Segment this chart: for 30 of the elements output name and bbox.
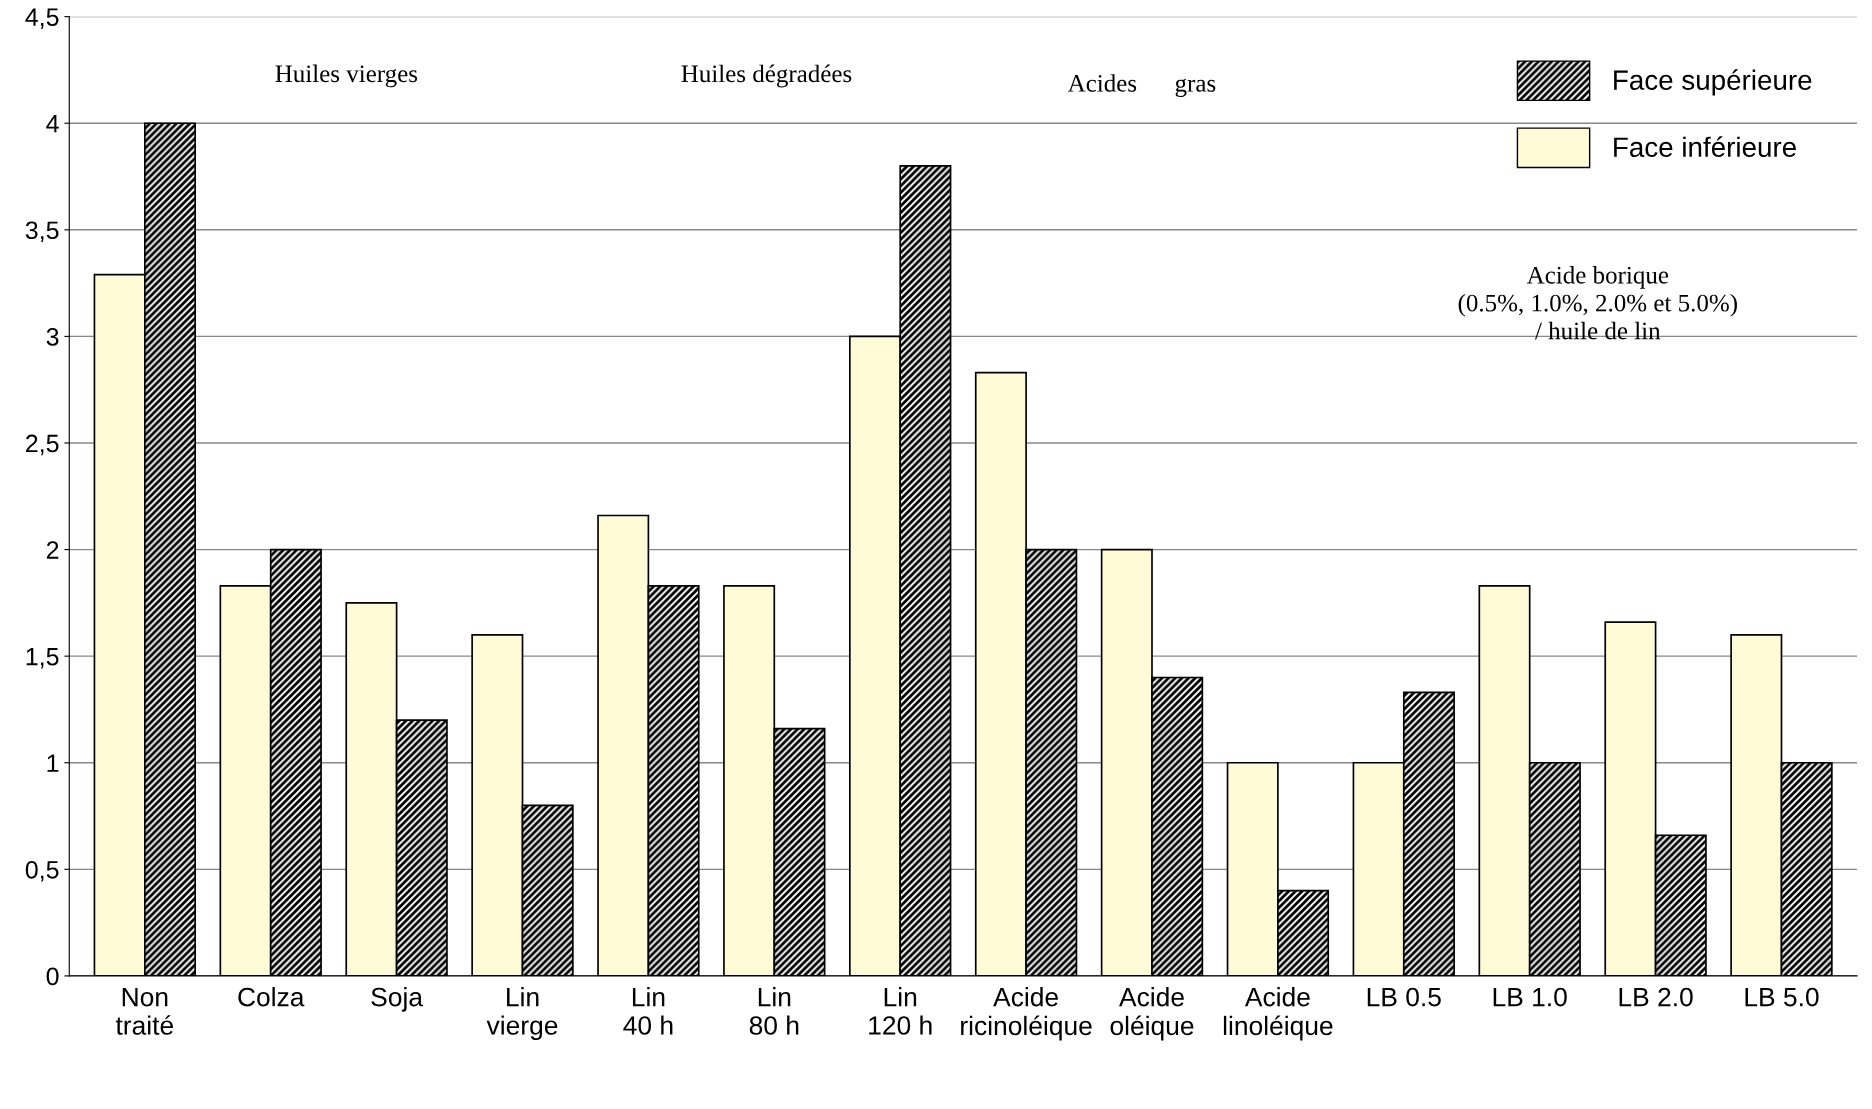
annotation: Huiles vierges xyxy=(275,64,418,88)
y-tick-label: 3 xyxy=(46,328,59,346)
y-tick-label: 4 xyxy=(46,115,59,133)
x-tick-label: LB 5.0 xyxy=(1745,987,1819,1007)
x-tick-label: LB 0.5 xyxy=(1367,987,1441,1007)
y-tick-label: 1,5 xyxy=(26,648,59,669)
y-tick-label: 0 xyxy=(46,967,59,986)
x-tick-label: Lin 120 h xyxy=(869,987,932,1035)
x-tick-label: LB 1.0 xyxy=(1493,987,1567,1007)
x-tick-label: Acide ricinoléique xyxy=(961,987,1092,1041)
y-tick-label: 1 xyxy=(47,754,59,772)
x-tick-label: Colza xyxy=(238,987,305,1007)
y-tick-label: 2 xyxy=(46,541,59,559)
legend-label: Face supérieure xyxy=(1614,69,1812,96)
x-tick-label: Soja xyxy=(371,987,424,1012)
annotation: Acides gras xyxy=(1067,74,1216,97)
x-tick-label: Non traité xyxy=(115,988,173,1035)
x-tick-label: LB 2.0 xyxy=(1619,987,1693,1007)
x-tick-label: Lin 40 h xyxy=(623,987,673,1035)
legend-label: Face inférieure xyxy=(1614,136,1796,158)
x-tick-label: Lin vierge xyxy=(486,987,558,1041)
y-tick-label: 2,5 xyxy=(26,434,59,456)
x-tick-label: Acide linoléique xyxy=(1223,987,1333,1041)
y-tick-label: 3,5 xyxy=(25,221,59,243)
x-tick-label: Lin 80 h xyxy=(749,987,799,1035)
annotation: Acide borique (0.5%, 1.0%, 2.0% et 5.0%) / huile de lin xyxy=(1458,266,1737,340)
y-tick-label: 4,5 xyxy=(25,8,59,29)
x-tick-label: Acide oléique xyxy=(1110,987,1194,1041)
annotation: Huiles dégradées xyxy=(681,64,852,88)
y-tick-label: 0,5 xyxy=(25,860,59,882)
